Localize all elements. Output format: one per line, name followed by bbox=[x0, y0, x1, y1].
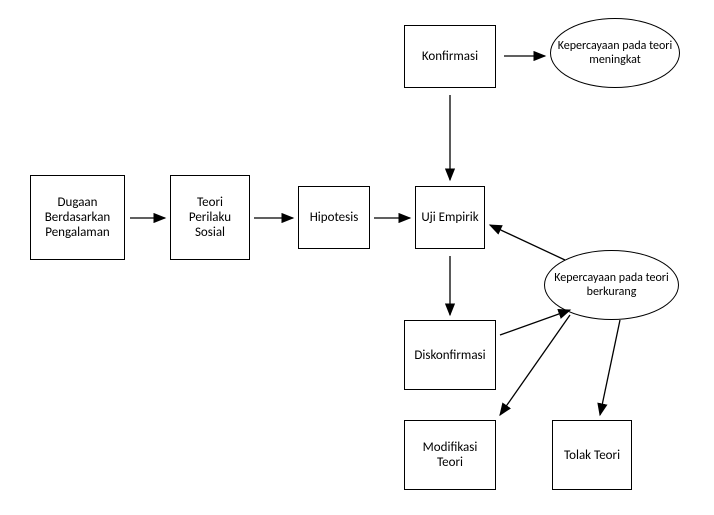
node-kepercayaan-berkurang: Kepercayaan pada teori berkurang bbox=[544, 250, 679, 320]
node-dugaan: Dugaan Berdasarkan Pengalaman bbox=[30, 175, 125, 260]
edge-kepercayaan_down-to-modifikasi bbox=[500, 315, 570, 415]
node-kepercayaan-meningkat: Kepercayaan pada teori meningkat bbox=[550, 18, 680, 88]
node-label: Kepercayaan pada teori meningkat bbox=[557, 39, 673, 67]
node-label: Tolak Teori bbox=[564, 448, 620, 463]
node-label: Diskonfirmasi bbox=[414, 348, 485, 363]
node-diskonfirmasi: Diskonfirmasi bbox=[404, 320, 496, 390]
node-label: Konfirmasi bbox=[422, 49, 478, 64]
node-label: Teori Perilaku Sosial bbox=[175, 195, 245, 240]
node-label: Kepercayaan pada teori berkurang bbox=[551, 271, 672, 299]
edge-kepercayaan_down-to-uji bbox=[490, 225, 565, 260]
node-konfirmasi: Konfirmasi bbox=[404, 25, 496, 88]
node-modifikasi: Modifikasi Teori bbox=[404, 420, 496, 490]
node-label: Dugaan Berdasarkan Pengalaman bbox=[35, 195, 120, 240]
node-tolak: Tolak Teori bbox=[552, 420, 632, 490]
edge-diskonfirmasi-to-kepercayaan_down bbox=[500, 310, 570, 335]
node-label: Uji Empirik bbox=[421, 210, 478, 225]
node-uji: Uji Empirik bbox=[415, 186, 485, 249]
node-label: Hipotesis bbox=[310, 210, 359, 225]
node-teori-sosial: Teori Perilaku Sosial bbox=[170, 175, 250, 260]
edge-kepercayaan_down-to-tolak bbox=[600, 320, 620, 415]
node-hipotesis: Hipotesis bbox=[298, 186, 370, 249]
node-label: Modifikasi Teori bbox=[409, 440, 491, 470]
